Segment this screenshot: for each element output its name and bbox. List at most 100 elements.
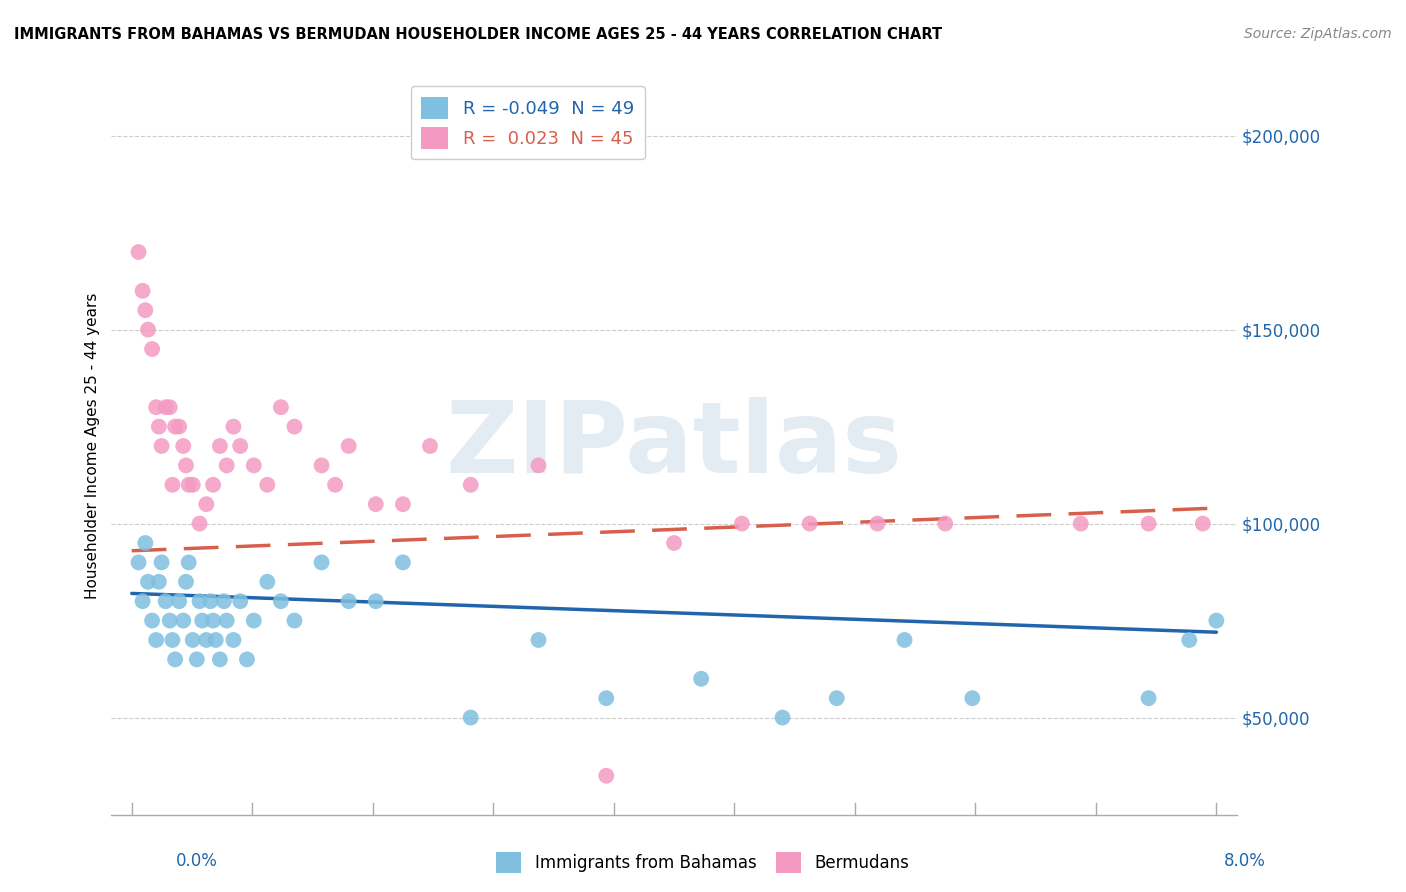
Point	[172, 439, 194, 453]
Point	[177, 555, 200, 569]
Point	[165, 652, 187, 666]
Y-axis label: Householder Income Ages 25 - 44 years: Householder Income Ages 25 - 44 years	[86, 293, 100, 599]
Text: 0.0%: 0.0%	[176, 852, 218, 870]
Text: Source: ZipAtlas.com: Source: ZipAtlas.com	[1244, 27, 1392, 41]
Point	[195, 497, 218, 511]
Point	[256, 574, 278, 589]
Point	[893, 632, 915, 647]
Point	[242, 614, 264, 628]
Legend: Immigrants from Bahamas, Bermudans: Immigrants from Bahamas, Bermudans	[489, 846, 917, 880]
Point	[215, 614, 238, 628]
Point	[155, 594, 177, 608]
Point	[215, 458, 238, 473]
Point	[799, 516, 821, 531]
Point	[200, 594, 222, 608]
Point	[962, 691, 984, 706]
Point	[595, 769, 617, 783]
Point	[1070, 516, 1092, 531]
Point	[392, 497, 415, 511]
Point	[323, 477, 346, 491]
Text: IMMIGRANTS FROM BAHAMAS VS BERMUDAN HOUSEHOLDER INCOME AGES 25 - 44 YEARS CORREL: IMMIGRANTS FROM BAHAMAS VS BERMUDAN HOUS…	[14, 27, 942, 42]
Point	[283, 419, 305, 434]
Point	[155, 401, 177, 415]
Legend: R = -0.049  N = 49, R =  0.023  N = 45: R = -0.049 N = 49, R = 0.023 N = 45	[411, 87, 645, 160]
Point	[212, 594, 235, 608]
Point	[392, 555, 415, 569]
Point	[148, 419, 170, 434]
Point	[134, 303, 156, 318]
Point	[236, 652, 259, 666]
Text: 8.0%: 8.0%	[1223, 852, 1265, 870]
Point	[208, 652, 231, 666]
Point	[177, 477, 200, 491]
Point	[172, 614, 194, 628]
Point	[181, 477, 204, 491]
Point	[527, 632, 550, 647]
Point	[150, 555, 173, 569]
Point	[242, 458, 264, 473]
Point	[174, 574, 197, 589]
Point	[419, 439, 441, 453]
Point	[772, 710, 794, 724]
Point	[229, 439, 252, 453]
Point	[128, 245, 150, 260]
Point	[1137, 516, 1160, 531]
Point	[208, 439, 231, 453]
Point	[825, 691, 848, 706]
Point	[364, 497, 387, 511]
Point	[136, 323, 159, 337]
Point	[141, 342, 163, 356]
Point	[337, 594, 360, 608]
Point	[283, 614, 305, 628]
Point	[311, 458, 333, 473]
Point	[337, 439, 360, 453]
Point	[188, 516, 211, 531]
Point	[165, 419, 187, 434]
Point	[191, 614, 214, 628]
Point	[136, 574, 159, 589]
Point	[188, 594, 211, 608]
Point	[595, 691, 617, 706]
Point	[934, 516, 956, 531]
Point	[195, 632, 218, 647]
Point	[174, 458, 197, 473]
Point	[148, 574, 170, 589]
Point	[270, 401, 292, 415]
Point	[202, 477, 225, 491]
Point	[1191, 516, 1213, 531]
Point	[150, 439, 173, 453]
Point	[181, 632, 204, 647]
Point	[222, 632, 245, 647]
Point	[162, 632, 184, 647]
Point	[145, 401, 167, 415]
Point	[204, 632, 226, 647]
Point	[1178, 632, 1201, 647]
Point	[866, 516, 889, 531]
Point	[141, 614, 163, 628]
Point	[131, 594, 153, 608]
Point	[128, 555, 150, 569]
Point	[159, 401, 181, 415]
Point	[229, 594, 252, 608]
Point	[202, 614, 225, 628]
Point	[364, 594, 387, 608]
Point	[1205, 614, 1227, 628]
Point	[167, 419, 190, 434]
Point	[162, 477, 184, 491]
Point	[460, 710, 482, 724]
Point	[159, 614, 181, 628]
Point	[662, 536, 685, 550]
Point	[145, 632, 167, 647]
Point	[131, 284, 153, 298]
Point	[690, 672, 713, 686]
Point	[1137, 691, 1160, 706]
Point	[167, 594, 190, 608]
Point	[186, 652, 208, 666]
Point	[527, 458, 550, 473]
Point	[311, 555, 333, 569]
Point	[256, 477, 278, 491]
Point	[270, 594, 292, 608]
Point	[460, 477, 482, 491]
Point	[222, 419, 245, 434]
Text: ZIPatlas: ZIPatlas	[446, 398, 903, 494]
